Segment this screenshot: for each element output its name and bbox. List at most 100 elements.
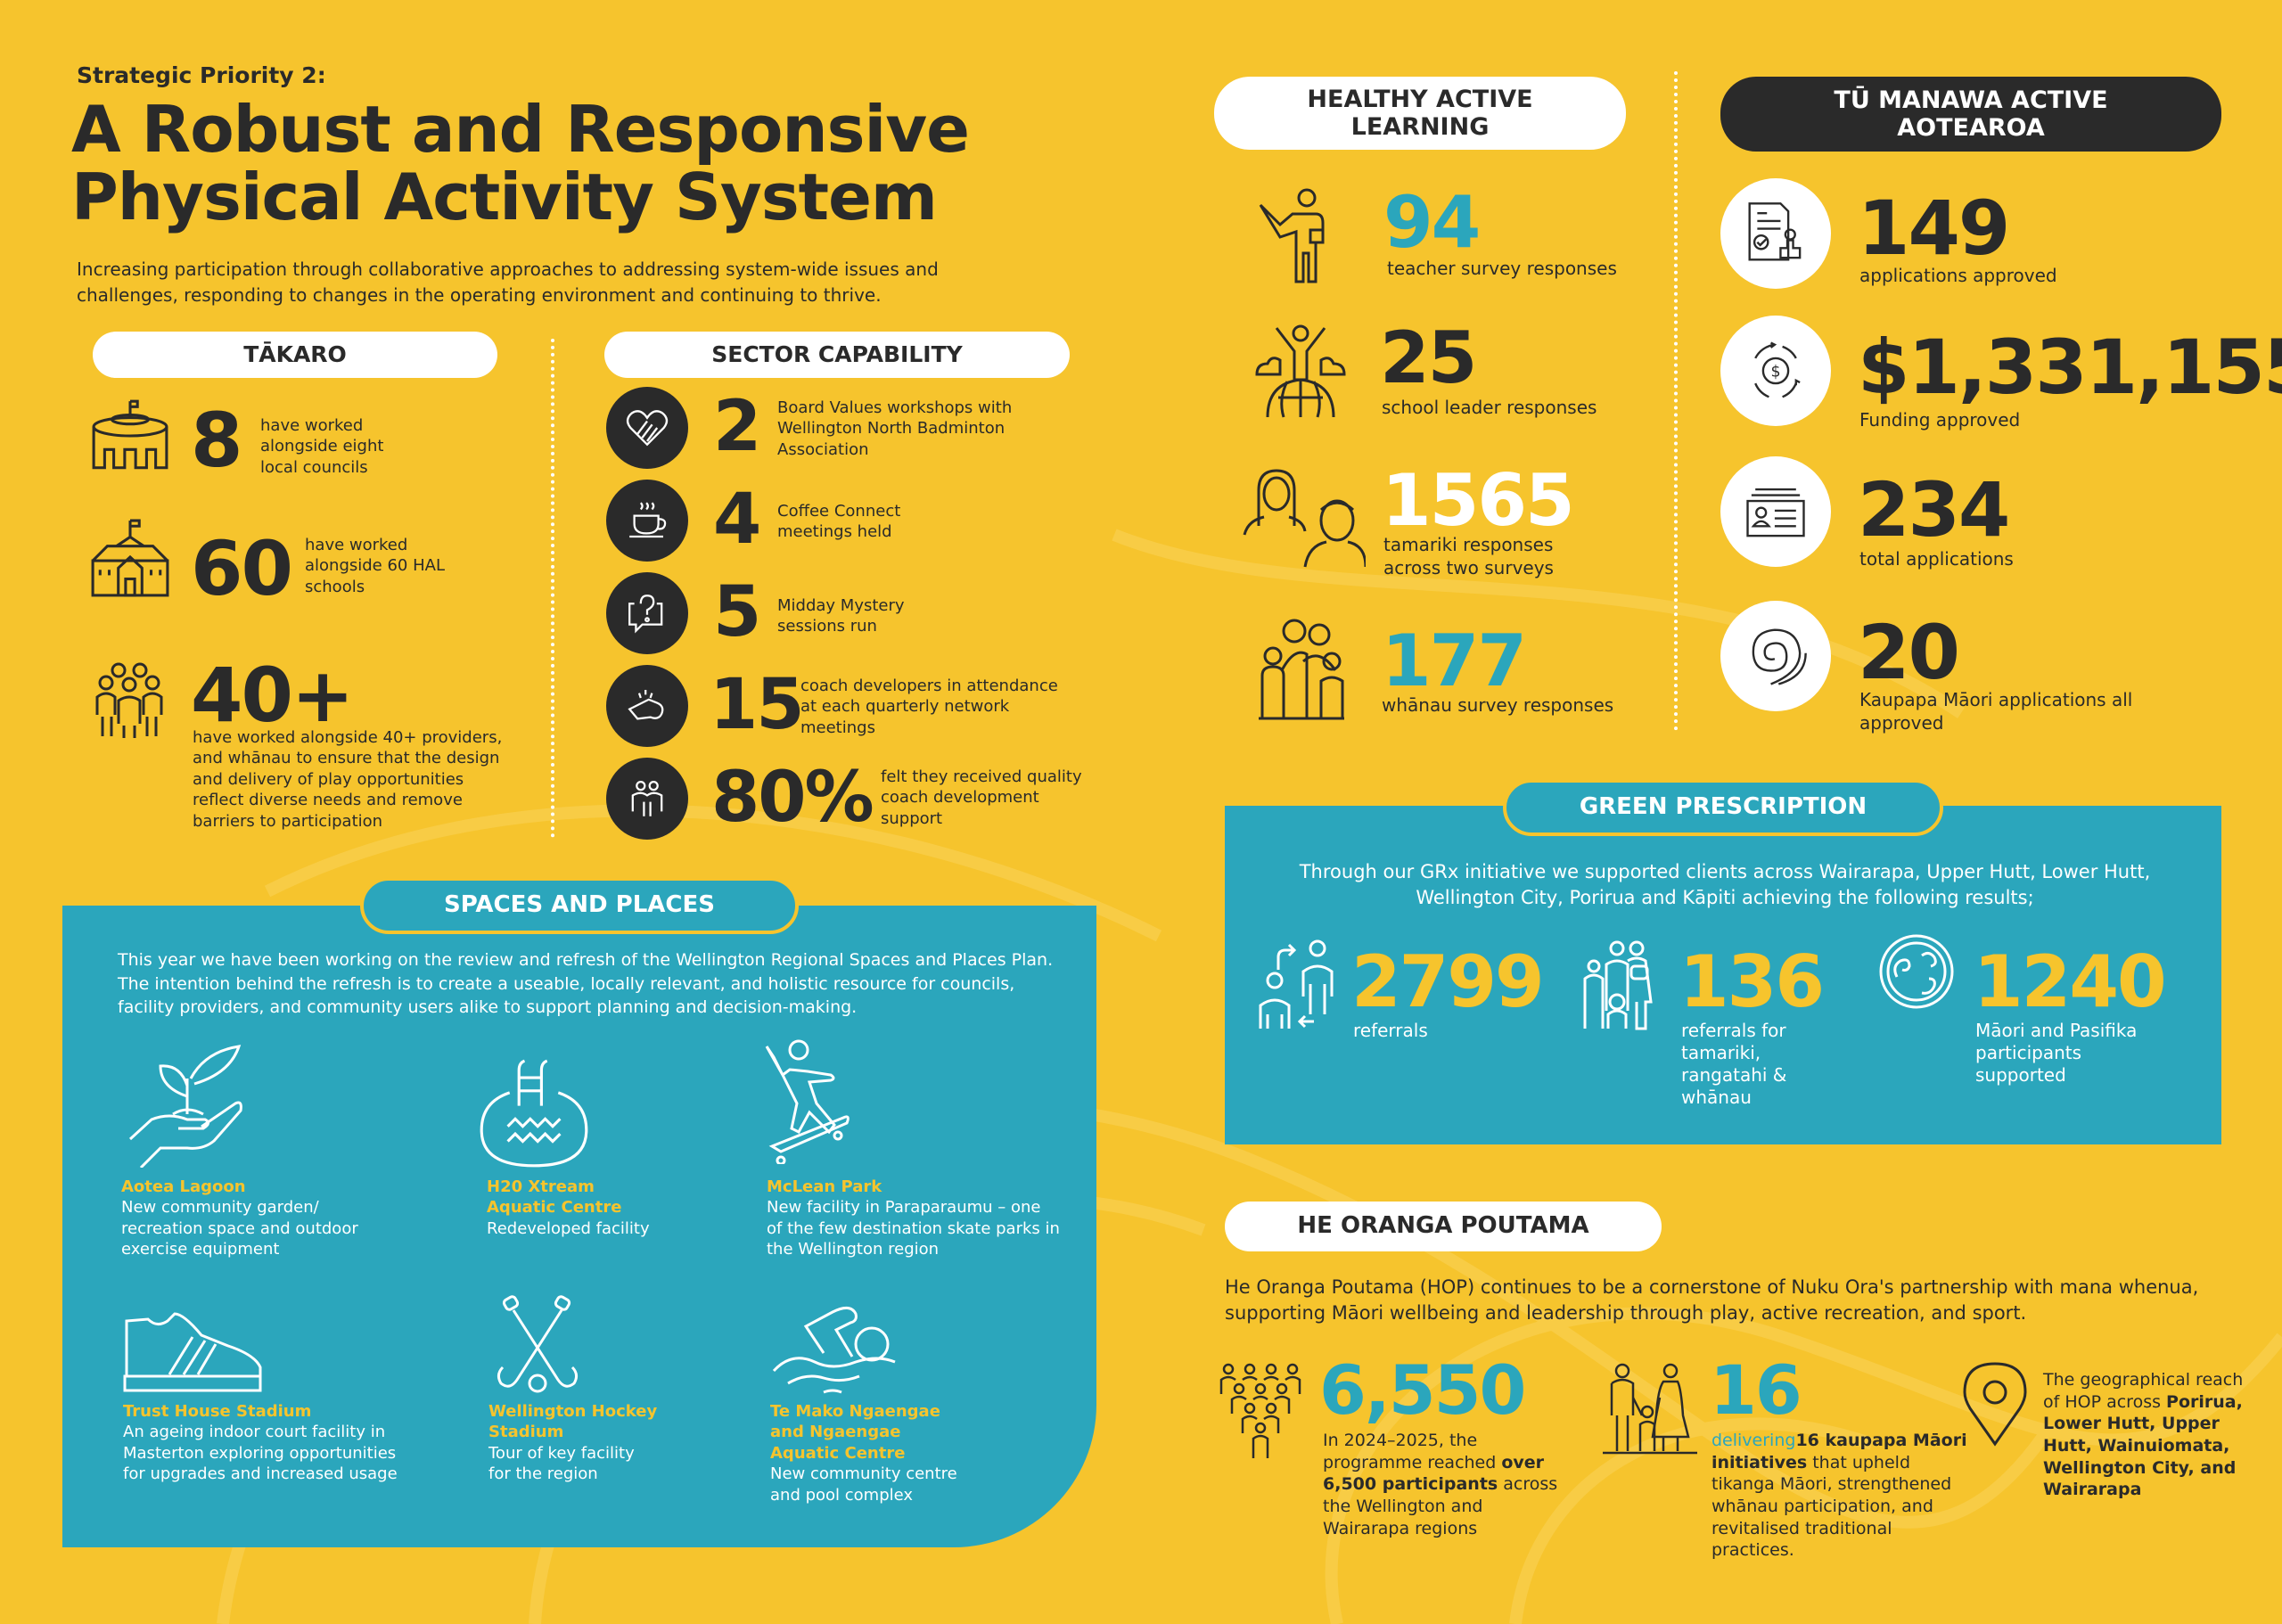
maori-pasifika-circle-icon — [1877, 931, 1956, 1013]
spaces-item-6: Te Mako Ngaengae and Ngaengae Aquatic Ce… — [770, 1401, 1002, 1505]
grx-value-1: 2799 — [1351, 940, 1545, 1023]
sector-text-4: coach developers in attendance at each q… — [800, 677, 1058, 737]
takaro-value-1: 8 — [191, 397, 242, 484]
group-people-icon — [93, 661, 166, 740]
spaces-item-desc: New community centre and pool complex — [770, 1464, 957, 1505]
whistle-icon — [606, 665, 688, 747]
spaces-item-name: McLean Park — [767, 1177, 882, 1196]
strategic-priority-label: Strategic Priority 2: — [77, 62, 326, 88]
tm-value-2: $1,331,155 — [1858, 324, 2282, 411]
hal-value-1: 94 — [1383, 181, 1481, 264]
swimmer-icon — [770, 1300, 904, 1398]
children-icon — [1241, 463, 1367, 569]
hop-participants-text-a: In 2024–2025, the programme reached — [1323, 1431, 1497, 1472]
family-group-icon — [1581, 939, 1660, 1032]
hop-initiatives-text-lead: delivering — [1712, 1431, 1796, 1450]
coffee-cup-icon — [606, 480, 688, 562]
hop-reach-text-a: The geographical reach of HOP across — [2043, 1370, 2244, 1412]
spaces-item-desc: New facility in Paraparaumu – one of the… — [767, 1198, 1060, 1259]
application-card-icon — [1720, 456, 1831, 567]
takaro-value-2: 60 — [191, 525, 293, 612]
takaro-heading: TĀKARO — [93, 332, 497, 378]
hockey-sticks-icon — [488, 1294, 587, 1394]
sector-text-1: Board Values workshops with Wellington N… — [777, 398, 1013, 459]
grx-intro: Through our GRx initiative we supported … — [1299, 861, 2151, 909]
question-bubble-icon — [606, 572, 688, 654]
sneaker-icon — [121, 1310, 264, 1396]
sector-value-2: 4 — [713, 480, 761, 560]
tm-text-4: Kaupapa Māori applications all approved — [1859, 689, 2133, 734]
spaces-item-desc: Tour of key facility for the region — [488, 1443, 635, 1484]
hal-text-3: tamariki responses across two surveys — [1383, 534, 1554, 578]
hal-text-4: whānau survey responses — [1382, 694, 1614, 716]
koru-icon — [1720, 601, 1831, 711]
spaces-item-name: H20 Xtream Aquatic Centre — [487, 1177, 622, 1218]
hop-initiatives-text-b: that upheld tikanga Māori, strengthened … — [1712, 1452, 1952, 1561]
location-pin-icon — [1963, 1362, 2027, 1448]
healthy-active-learning-heading: HEALTHY ACTIVE LEARNING — [1214, 77, 1626, 150]
hop-intro: He Oranga Poutama (HOP) continues to be … — [1225, 1276, 2199, 1325]
whanau-walking-icon — [1601, 1362, 1699, 1456]
spaces-item-desc: An ageing indoor court facility in Maste… — [123, 1423, 398, 1484]
grx-text-3: Māori and Pasifika participants supporte… — [1975, 1020, 2138, 1086]
spaces-item-name: Wellington Hockey Stadium — [488, 1402, 658, 1442]
supporting-people-icon — [606, 758, 688, 840]
spaces-item-desc: New community garden/ recreation space a… — [121, 1198, 358, 1259]
hop-participants-value: 6,550 — [1319, 1350, 1526, 1430]
green-prescription-heading: GREEN PRESCRIPTION — [1503, 779, 1943, 836]
tm-text-2: Funding approved — [1859, 409, 2021, 431]
money-cycle-icon: $ — [1720, 316, 1831, 426]
svg-text:$: $ — [1770, 364, 1780, 381]
tm-value-3: 234 — [1858, 466, 2010, 554]
tm-text-1: applications approved — [1859, 265, 2057, 286]
takaro-text-1: have worked alongside eight local counci… — [260, 416, 384, 477]
school-icon — [89, 517, 171, 599]
heart-hands-icon — [606, 387, 688, 469]
hop-initiatives-text: delivering16 kaupapa Māori initiatives t… — [1712, 1430, 1970, 1562]
title-line-1: A Robust and Responsive — [71, 92, 970, 167]
green-prescription-panel — [1225, 806, 2221, 1144]
teacher-icon — [1257, 187, 1334, 285]
hal-text-1: teacher survey responses — [1387, 258, 1617, 279]
takaro-text-3: have worked alongside 40+ providers, and… — [193, 728, 503, 831]
hal-value-3: 1565 — [1382, 459, 1575, 542]
tm-text-3: total applications — [1859, 548, 2014, 570]
sector-value-3: 5 — [713, 572, 761, 652]
crowd-icon — [1218, 1362, 1303, 1462]
tu-manawa-heading: TŪ MANAWA ACTIVE AOTEAROA — [1720, 77, 2221, 152]
leader-globe-icon — [1252, 321, 1350, 419]
hop-participants-text-bold: over 6,500 participants — [1323, 1452, 1545, 1495]
spaces-item-desc: Redeveloped facility — [487, 1218, 650, 1238]
sector-text-5: felt they received quality coach develop… — [881, 767, 1082, 828]
hal-value-2: 25 — [1380, 316, 1477, 399]
title-line-2: Physical Activity System — [71, 159, 938, 234]
he-oranga-poutama-heading: HE ORANGA POUTAMA — [1225, 1202, 1662, 1251]
sector-value-5: 80% — [711, 758, 874, 838]
column-divider-right — [1674, 71, 1678, 731]
referral-people-icon — [1255, 939, 1337, 1032]
grx-text-1: referrals — [1353, 1020, 1428, 1041]
hop-reach-text: The geographical reach of HOP across Por… — [2043, 1369, 2248, 1501]
spaces-item-3: McLean Park New facility in Paraparaumu … — [767, 1177, 1061, 1260]
hop-initiatives-value: 16 — [1710, 1350, 1802, 1430]
hop-participants-text-b: across the Wellington and Wairarapa regi… — [1323, 1474, 1558, 1538]
sector-text-3: Midday Mystery sessions run — [777, 596, 905, 636]
page-intro: Increasing participation through collabo… — [77, 258, 939, 306]
hop-initiatives-text-bold: 16 kaupapa Māori initiatives — [1712, 1431, 1967, 1472]
skateboarder-icon — [763, 1039, 856, 1166]
grx-value-2: 136 — [1679, 940, 1825, 1023]
spaces-and-places-heading: SPACES AND PLACES — [360, 877, 799, 934]
takaro-text-2: have worked alongside 60 HAL schools — [305, 536, 445, 596]
spaces-item-name: Te Mako Ngaengae and Ngaengae Aquatic Ce… — [770, 1402, 940, 1463]
spaces-item-1: Aotea Lagoon New community garden/ recre… — [121, 1177, 389, 1260]
spaces-and-places-panel — [62, 906, 1096, 1547]
sector-capability-heading: SECTOR CAPABILITY — [604, 332, 1070, 378]
sector-value-4: 15 — [710, 665, 805, 745]
sector-value-1: 2 — [713, 387, 761, 467]
pool-ladder-icon — [478, 1057, 590, 1169]
hop-participants-text: In 2024–2025, the programme reached over… — [1323, 1430, 1564, 1539]
takaro-value-3: 40+ — [191, 652, 354, 739]
approved-document-icon — [1720, 178, 1831, 289]
spaces-item-name: Aotea Lagoon — [121, 1177, 246, 1196]
grx-text-2: referrals for tamariki, rangatahi & whān… — [1681, 1020, 1787, 1108]
